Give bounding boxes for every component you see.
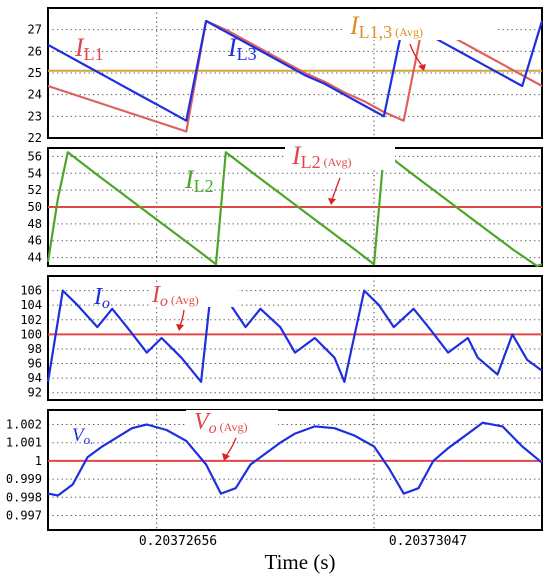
series-line-i-o <box>46 289 543 383</box>
panel-2-labels: IL2 IL2 (Avg) <box>184 141 395 205</box>
y-tick-label: 94 <box>28 371 42 385</box>
chart-panel: 0.997 0.998 0.999 1 1.001 1.002 <box>6 409 543 531</box>
annotation-arrowhead <box>328 198 336 205</box>
annotation-arrow <box>331 177 341 201</box>
y-tick-label: 23 <box>28 109 42 123</box>
panel-frame <box>47 409 543 531</box>
y-tick-label: 1.002 <box>6 418 42 432</box>
y-tick-label: 96 <box>28 357 42 371</box>
y-tick-label: 92 <box>28 386 42 400</box>
chart-panel: 44 46 48 50 52 54 56 <box>28 147 543 268</box>
y-tick-label: 1.001 <box>6 436 42 450</box>
panel-frame <box>47 275 543 401</box>
series-line-i-l2 <box>46 151 543 268</box>
annotation-arrow <box>225 437 237 457</box>
series-label-il1: IL1 <box>74 33 104 64</box>
y-tick-label: 52 <box>28 183 42 197</box>
series-label-il2-avg: IL2 (Avg) <box>291 141 351 172</box>
plot-panels: 22 23 24 25 26 27 44 46 48 50 52 54 56 92949698100102… <box>6 7 544 531</box>
panel-frame <box>47 7 543 139</box>
series-line-v-o <box>47 421 543 497</box>
y-tick-label: 102 <box>20 313 42 327</box>
series-label-vo-avg: Vo (Avg) <box>194 409 247 437</box>
y-tick-label: 1 <box>35 454 42 468</box>
y-tick-label: 46 <box>28 234 42 248</box>
x-tick-label: 0.20373047 <box>389 534 467 549</box>
y-tick-label: 98 <box>28 342 42 356</box>
label-background <box>285 142 395 170</box>
label-background <box>186 410 278 434</box>
series-line-i-l1 <box>47 19 543 133</box>
y-tick-label: 24 <box>28 88 42 102</box>
series-label-io-avg: Io (Avg) <box>151 282 199 310</box>
y-tick-label: 26 <box>28 44 42 58</box>
series-label-il3: IL3 <box>227 33 257 64</box>
y-tick-label: 0.997 <box>6 508 42 522</box>
y-tick-label: 54 <box>28 166 42 180</box>
y-tick-label: 27 <box>28 23 42 37</box>
y-tick-label: 106 <box>20 284 42 298</box>
y-tick-label: 100 <box>20 327 42 341</box>
annotation-arrowhead <box>418 64 426 71</box>
y-tick-label: 0.998 <box>6 490 42 504</box>
annotation-arrow <box>179 309 185 327</box>
label-background <box>150 283 238 307</box>
y-tick-label: 48 <box>28 217 42 231</box>
y-tick-label: 44 <box>28 251 42 265</box>
series-label-il2: IL2 <box>184 165 214 196</box>
y-tick-label: 22 <box>28 131 42 145</box>
y-tick-label: 25 <box>28 66 42 80</box>
y-tick-label: 56 <box>28 149 42 163</box>
x-axis-label: Time (s) <box>265 550 336 574</box>
y-tick-label: 50 <box>28 200 42 214</box>
series-label-il13-avg: IL1,3 (Avg) <box>349 11 423 42</box>
label-background <box>345 12 495 40</box>
y-tick-label: 104 <box>20 298 42 312</box>
annotation-arrowhead <box>222 453 230 461</box>
annotation-arrowhead <box>176 324 184 331</box>
panel-4-labels: Vo. Vo (Avg) <box>72 409 278 461</box>
series-line-i-l3 <box>47 19 544 122</box>
y-tick-label: 0.999 <box>6 472 42 486</box>
series-label-vo: Vo. <box>72 425 93 447</box>
x-tick-label: 0.20372656 <box>139 534 217 549</box>
panel-3-labels: Io Io (Avg) <box>93 282 238 331</box>
panel-1-labels: IL1 IL3 IL1,3 (Avg) <box>74 11 495 71</box>
chart-panel: 22 23 24 25 26 27 <box>28 7 544 145</box>
series-label-io: Io <box>93 284 110 312</box>
